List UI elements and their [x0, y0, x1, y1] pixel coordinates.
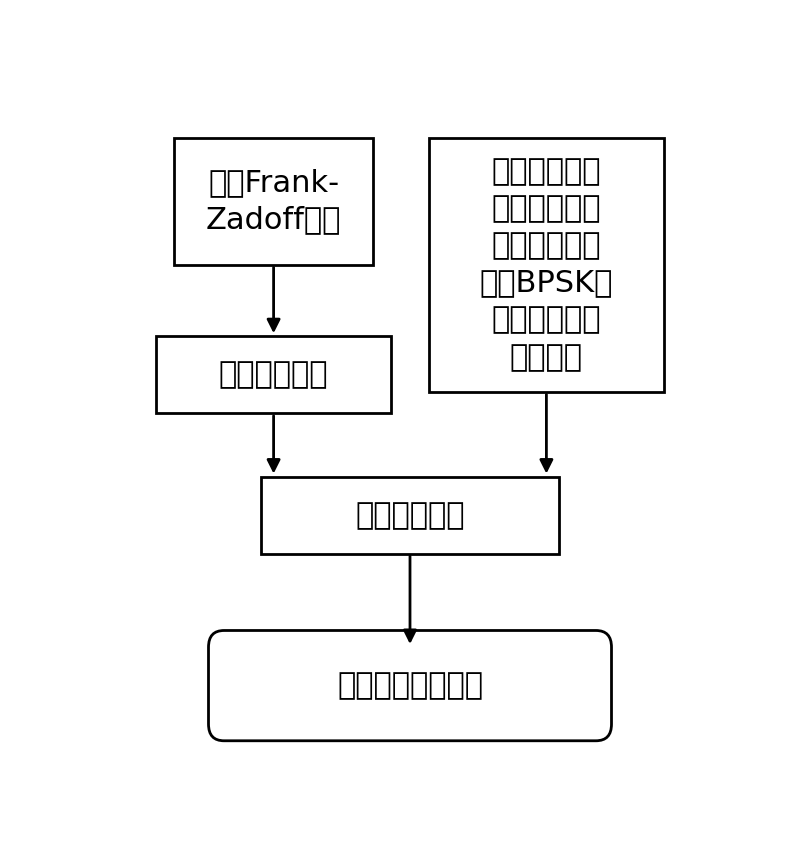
- Text: 序列点乘调制: 序列点乘调制: [355, 501, 465, 529]
- Text: 选取特定的伪
随机序列二进
制比特序列，
进行BPSK映
射获得伪随机
调制序列: 选取特定的伪 随机序列二进 制比特序列， 进行BPSK映 射获得伪随机 调制序列: [480, 157, 613, 372]
- FancyBboxPatch shape: [156, 337, 391, 413]
- FancyBboxPatch shape: [262, 477, 558, 554]
- FancyBboxPatch shape: [174, 137, 373, 265]
- FancyBboxPatch shape: [209, 630, 611, 740]
- Text: 选取Frank-
Zadoff序列: 选取Frank- Zadoff序列: [206, 168, 342, 234]
- Text: 组合原始序列: 组合原始序列: [219, 360, 328, 390]
- Text: 组成前导训练序列: 组成前导训练序列: [337, 671, 483, 700]
- FancyBboxPatch shape: [429, 137, 664, 391]
